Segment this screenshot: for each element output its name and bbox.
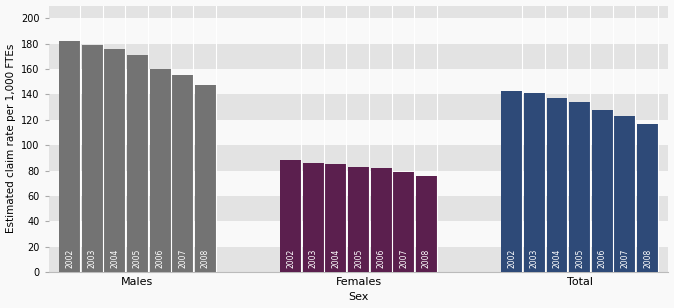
Bar <box>173 75 193 272</box>
Bar <box>570 102 590 272</box>
Bar <box>394 172 415 272</box>
Text: 2007: 2007 <box>399 249 408 268</box>
Bar <box>49 196 669 221</box>
Bar <box>82 45 102 272</box>
Text: 2008: 2008 <box>643 249 652 268</box>
Bar <box>592 110 613 272</box>
Text: 2005: 2005 <box>133 249 142 268</box>
Bar <box>326 164 346 272</box>
Bar <box>348 167 369 272</box>
Text: 2002: 2002 <box>508 249 516 268</box>
Text: 2002: 2002 <box>286 249 295 268</box>
Text: 2006: 2006 <box>598 249 607 268</box>
Text: 2006: 2006 <box>377 249 386 268</box>
Bar <box>59 41 80 272</box>
Text: 2004: 2004 <box>553 249 561 268</box>
Y-axis label: Estimated claim rate per 1,000 FTEs: Estimated claim rate per 1,000 FTEs <box>5 44 16 233</box>
Text: 2003: 2003 <box>309 249 317 268</box>
Text: 2005: 2005 <box>575 249 584 268</box>
Bar <box>150 69 171 272</box>
X-axis label: Sex: Sex <box>348 292 369 302</box>
Text: 2007: 2007 <box>178 249 187 268</box>
Bar <box>637 124 658 272</box>
Text: 2003: 2003 <box>88 249 96 268</box>
Bar <box>615 116 636 272</box>
Bar <box>127 55 148 272</box>
Bar <box>49 0 669 18</box>
Bar <box>49 44 669 69</box>
Bar <box>524 93 545 272</box>
Bar <box>104 49 125 272</box>
Text: 2004: 2004 <box>111 249 119 268</box>
Bar <box>49 247 669 272</box>
Bar <box>416 176 437 272</box>
Text: 2006: 2006 <box>156 249 164 268</box>
Bar <box>49 145 669 171</box>
Text: 2002: 2002 <box>65 249 74 268</box>
Text: 2005: 2005 <box>354 249 363 268</box>
Text: 2007: 2007 <box>621 249 630 268</box>
Bar <box>280 160 301 272</box>
Bar <box>49 94 669 120</box>
Text: 2008: 2008 <box>422 249 431 268</box>
Text: 2008: 2008 <box>201 249 210 268</box>
Bar <box>547 98 568 272</box>
Text: 2003: 2003 <box>530 249 539 268</box>
Bar <box>501 91 522 272</box>
Text: 2004: 2004 <box>332 249 340 268</box>
Bar <box>195 86 216 272</box>
Bar <box>371 168 392 272</box>
Bar <box>303 163 324 272</box>
